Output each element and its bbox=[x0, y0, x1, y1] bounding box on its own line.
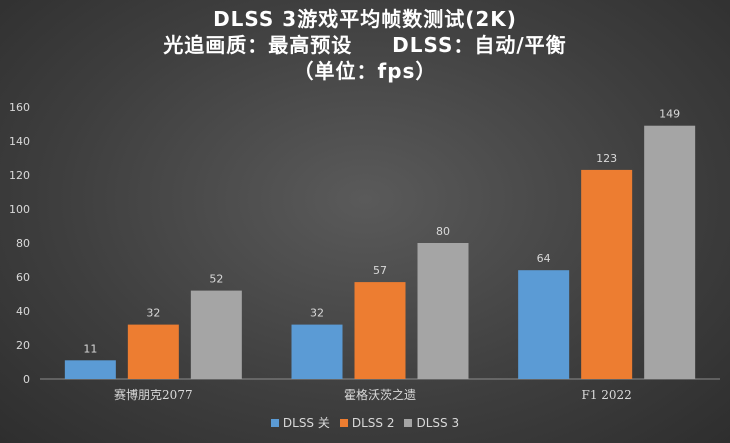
bar bbox=[127, 324, 179, 379]
chart-legend: DLSS 关 DLSS 2 DLSS 3 bbox=[0, 414, 730, 431]
bar bbox=[64, 360, 116, 379]
data-label: 123 bbox=[596, 152, 617, 165]
data-label: 57 bbox=[373, 264, 387, 277]
legend-label: DLSS 3 bbox=[416, 415, 460, 430]
data-label: 32 bbox=[310, 307, 324, 320]
data-label: 32 bbox=[146, 307, 160, 320]
y-tick-label: 0 bbox=[23, 373, 30, 386]
legend-label: DLSS 2 bbox=[351, 415, 395, 430]
legend-item-dlss-2: DLSS 2 bbox=[339, 414, 395, 431]
y-tick-label: 100 bbox=[9, 203, 30, 216]
y-tick-label: 60 bbox=[16, 271, 30, 284]
bar bbox=[581, 169, 633, 379]
y-tick-label: 20 bbox=[16, 339, 30, 352]
legend-swatch bbox=[270, 418, 279, 427]
data-label: 52 bbox=[209, 273, 223, 286]
legend-swatch bbox=[404, 418, 413, 427]
bar bbox=[518, 270, 570, 379]
x-tick-label: 赛博朋克2077 bbox=[114, 387, 193, 402]
bar bbox=[190, 290, 242, 379]
y-tick-label: 140 bbox=[9, 135, 30, 148]
data-label: 149 bbox=[659, 108, 680, 121]
chart-title-line-2: 光追画质：最高预设 DLSS：自动/平衡 bbox=[163, 33, 567, 57]
y-tick-label: 160 bbox=[9, 101, 30, 114]
legend-item-dlss-off: DLSS 关 bbox=[270, 414, 330, 431]
y-tick-label: 120 bbox=[9, 169, 30, 182]
data-label: 11 bbox=[83, 342, 97, 355]
data-label: 64 bbox=[537, 252, 551, 265]
legend-label: DLSS 关 bbox=[282, 416, 330, 430]
x-tick-label: F1 2022 bbox=[582, 388, 632, 402]
data-label: 80 bbox=[436, 225, 450, 238]
bar bbox=[354, 282, 406, 379]
legend-item-dlss-3: DLSS 3 bbox=[404, 414, 459, 431]
bar bbox=[291, 324, 343, 379]
bar bbox=[417, 243, 469, 379]
bar bbox=[644, 125, 696, 379]
chart-title: DLSS 3游戏平均帧数测试(2K) 光追画质：最高预设 DLSS：自动/平衡 … bbox=[0, 6, 730, 84]
x-tick-label: 霍格沃茨之遗 bbox=[344, 387, 416, 402]
chart-title-line-3: （单位：fps） bbox=[293, 59, 437, 83]
y-tick-label: 40 bbox=[16, 305, 30, 318]
chart-title-line-1: DLSS 3游戏平均帧数测试(2K) bbox=[213, 7, 517, 31]
legend-swatch bbox=[339, 418, 348, 427]
y-tick-label: 80 bbox=[16, 237, 30, 250]
